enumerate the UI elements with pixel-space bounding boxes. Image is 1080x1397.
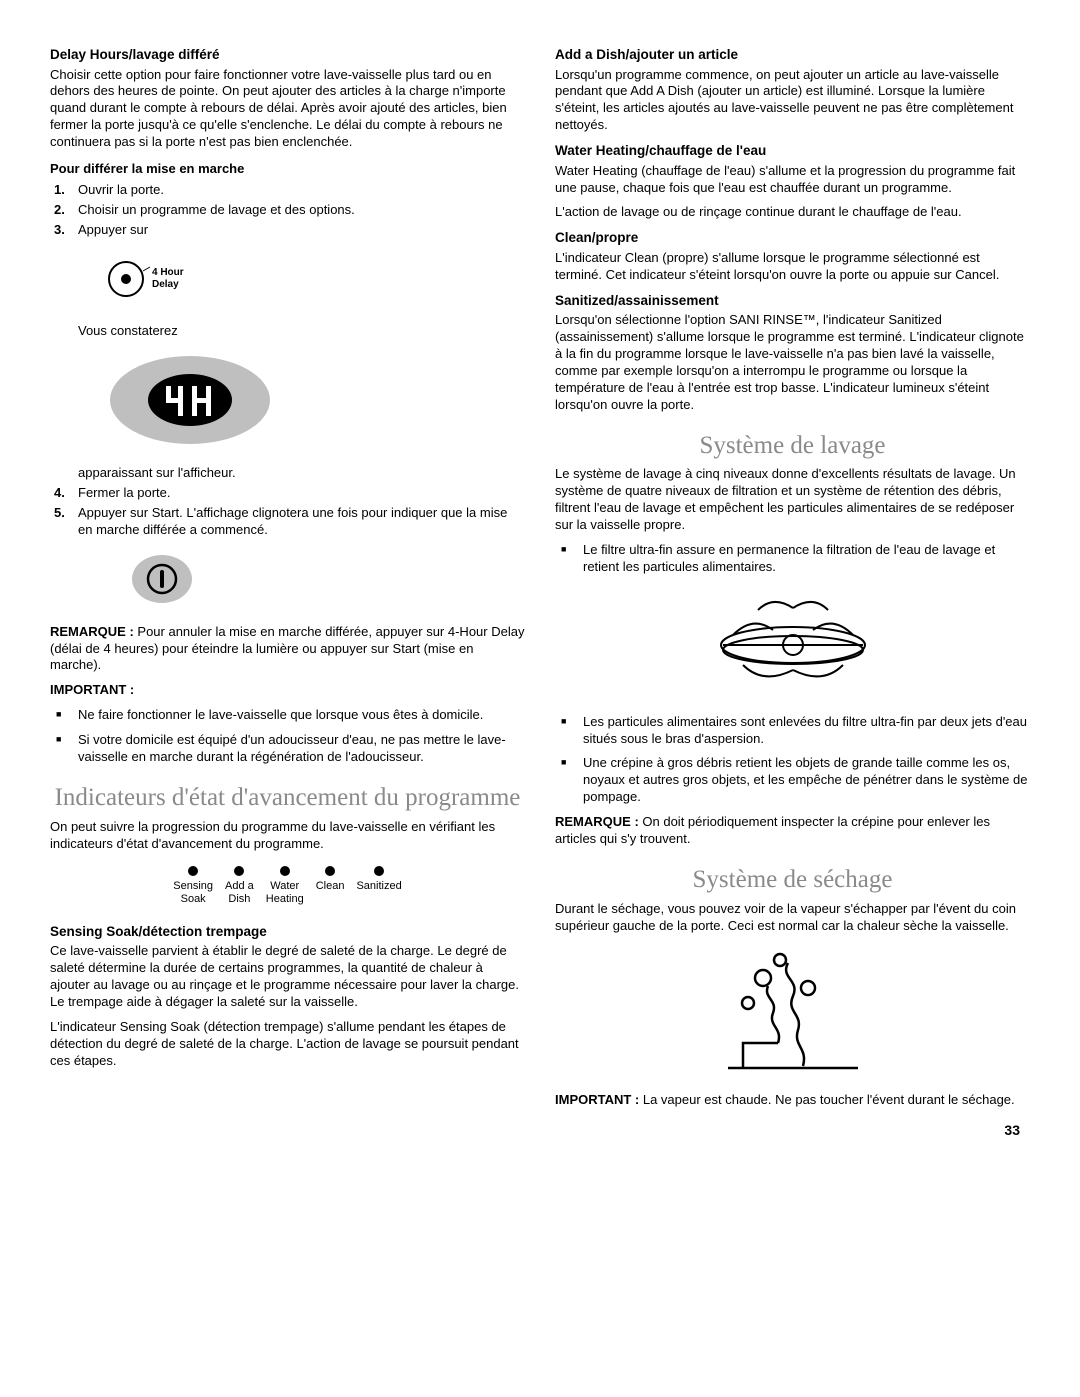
text: Lorsqu'on sélectionne l'option SANI RINS… [555,312,1030,413]
remarque-lavage: REMARQUE : On doit périodiquement inspec… [555,814,1030,848]
steps-list-cont2: apparaissant sur l'afficheur. 4.Fermer l… [50,465,525,539]
right-column: Add a Dish/ajouter un article Lorsqu'un … [555,40,1030,1117]
heading-delay: Delay Hours/lavage différé [50,46,525,64]
text: L'action de lavage ou de rinçage continu… [555,204,1030,221]
list-item: Une crépine à gros débris retient les ob… [583,755,1030,806]
figure-steam-vent [555,948,1030,1078]
list-item: Ne faire fonctionner le lave-vaisselle q… [78,707,525,724]
step: Ouvrir la porte. [78,182,164,197]
step: apparaissant sur l'afficheur. [78,465,236,480]
step: Vous constaterez [78,323,178,338]
heading-water: Water Heating/chauffage de l'eau [555,142,1030,160]
figure-spray-arm [555,590,1030,700]
list-item: Les particules alimentaires sont enlevée… [583,714,1030,748]
indicator-sensing: SensingSoak [173,866,213,904]
indicator-adddish: Add aDish [225,866,254,904]
figure-small-button [130,549,525,614]
heading-delay-sub: Pour différer la mise en marche [50,161,525,178]
section-title-sechage: Système de séchage [555,866,1030,895]
list-item: Le filtre ultra-fin assure en permanence… [583,542,1030,576]
text: Lorsqu'un programme commence, on peut aj… [555,67,1030,135]
heading-sanitized: Sanitized/assainissement [555,292,1030,310]
section-title-indicateurs: Indicateurs d'état d'avancement du progr… [50,784,525,813]
indicator-clean: Clean [316,866,345,904]
step: Choisir un programme de lavage et des op… [78,202,355,217]
indicator-water: WaterHeating [266,866,304,904]
important-label: IMPORTANT : [50,682,134,697]
text: Ce lave-vaisselle parvient à établir le … [50,943,525,1011]
heading-sensing: Sensing Soak/détection trempage [50,923,525,941]
step: Appuyer sur Start. L'affichage clignoter… [78,505,507,537]
remarque-text: REMARQUE : Pour annuler la mise en march… [50,624,525,675]
button-label-2: Delay [152,279,179,290]
page-number: 33 [1004,1121,1020,1139]
step: Fermer la porte. [78,485,170,500]
list-item: Si votre domicile est équipé d'un adouci… [78,732,525,766]
button-label-1: 4 Hour [152,267,184,278]
important-sechage: IMPORTANT : La vapeur est chaude. Ne pas… [555,1092,1030,1109]
text: Water Heating (chauffage de l'eau) s'all… [555,163,1030,197]
steps-list: 1.Ouvrir la porte. 2.Choisir un programm… [50,182,525,239]
left-column: Delay Hours/lavage différé Choisir cette… [50,40,525,1117]
steps-list-cont1: Vous constaterez [50,323,525,340]
lavage-list: Le filtre ultra-fin assure en permanence… [555,542,1030,576]
text: Le système de lavage à cinq niveaux donn… [555,466,1030,534]
indicator-sanitized: Sanitized [356,866,401,904]
text: L'indicateur Sensing Soak (détection tre… [50,1019,525,1070]
heading-clean: Clean/propre [555,229,1030,247]
indicator-row: SensingSoak Add aDish WaterHeating Clean… [50,866,525,904]
text: Durant le séchage, vous pouvez voir de l… [555,901,1030,935]
figure-4hour-button: 4 Hour Delay [100,249,525,314]
text: Choisir cette option pour faire fonction… [50,67,525,151]
text: On peut suivre la progression du program… [50,819,525,853]
step: Appuyer sur [78,222,148,237]
text: L'indicateur Clean (propre) s'allume lor… [555,250,1030,284]
section-title-lavage: Système de lavage [555,432,1030,461]
heading-adddish: Add a Dish/ajouter un article [555,46,1030,64]
figure-4h-display [100,350,525,455]
lavage-list-2: Les particules alimentaires sont enlevée… [555,714,1030,806]
important-list: Ne faire fonctionner le lave-vaisselle q… [50,707,525,766]
